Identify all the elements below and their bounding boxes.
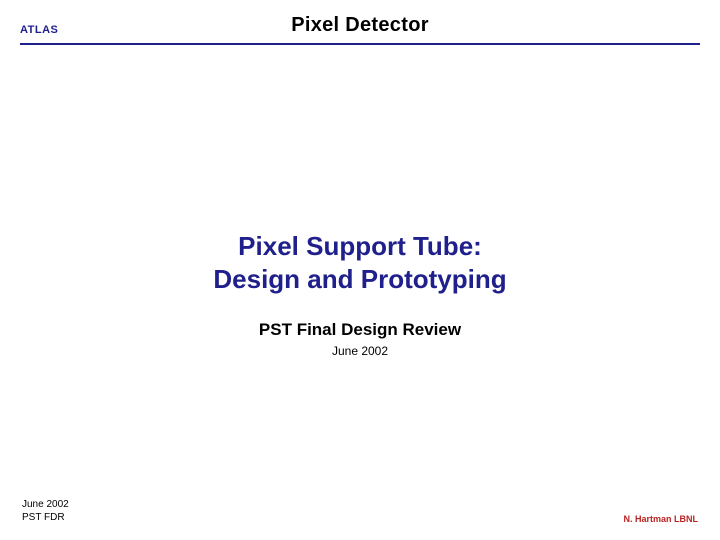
- footer-left: June 2002 PST FDR: [22, 498, 69, 524]
- main-title-line2: Design and Prototyping: [213, 264, 506, 294]
- date: June 2002: [0, 344, 720, 358]
- header-title: Pixel Detector: [0, 14, 720, 37]
- subtitle: PST Final Design Review: [0, 320, 720, 340]
- footer-author: N. Hartman LBNL: [623, 514, 698, 524]
- footer-event: PST FDR: [22, 512, 65, 523]
- footer-date: June 2002: [22, 499, 69, 510]
- main-title-line1: Pixel Support Tube:: [238, 231, 482, 261]
- main-title: Pixel Support Tube: Design and Prototypi…: [0, 230, 720, 295]
- header-rule: [20, 43, 700, 45]
- slide-header: ATLAS Pixel Detector: [0, 0, 720, 48]
